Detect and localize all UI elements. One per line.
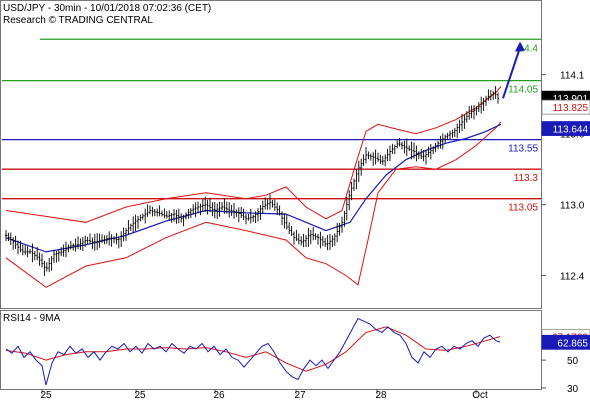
price-tick-label: 113.0 [560, 201, 585, 212]
rsi-box-bg [541, 334, 590, 350]
bollinger-upper-line [5, 86, 502, 223]
bollinger-lower-line [5, 121, 502, 288]
price-box-label: 113.825 [553, 103, 589, 114]
chart-header-line1: USD/JPY - 30min - 10/01/2018 07:02:36 (C… [3, 3, 211, 14]
rsi-layer [5, 317, 501, 386]
rsi-box-label: 62.865 [557, 338, 588, 349]
level-label: 113.05 [508, 203, 538, 214]
price-tick-label: 114.1 [560, 71, 585, 82]
price-box-label: 113.644 [553, 125, 589, 136]
time-tick-label: 25 [40, 390, 52, 400]
moving-average-line [5, 123, 502, 253]
forecast-arrow-shaft [502, 47, 521, 99]
level-label: 114.05 [508, 85, 538, 96]
time-tick-label: 25 [134, 390, 146, 400]
level-label: 113.55 [508, 144, 538, 155]
rsi-tick-label: 50 [567, 356, 579, 367]
level-label: 113.3 [514, 173, 539, 184]
price-box-label: 113.901 [553, 94, 589, 105]
candles-layer [5, 86, 499, 276]
levels-layer: 14.4 114.05 113.55 113.3 113.05 [2, 38, 541, 214]
forecast-arrow-head [515, 41, 525, 52]
rsi-panel-title: RSI14 - 9MA [3, 313, 61, 324]
rsi-panel-frame [0, 310, 542, 390]
bollinger-layer [5, 86, 502, 288]
price-tick-label: 112.4 [560, 271, 585, 282]
time-tick-label: 26 [213, 390, 225, 400]
rsi-tick-label: 30 [567, 384, 579, 395]
rsi-ma-line [5, 326, 501, 372]
price-box-bg [541, 99, 590, 115]
forecast-arrow-layer [502, 41, 525, 99]
price-box-bg [541, 121, 590, 136]
time-tick-label: 27 [294, 390, 306, 400]
main-panel-frame [0, 0, 542, 309]
rsi-line [5, 317, 501, 386]
chart-header-line2: Research © TRADING CENTRAL [3, 15, 153, 26]
time-tick-label: 28 [375, 390, 387, 400]
level-label: 14.4 [519, 43, 539, 54]
time-tick-label: Oct [472, 390, 488, 400]
